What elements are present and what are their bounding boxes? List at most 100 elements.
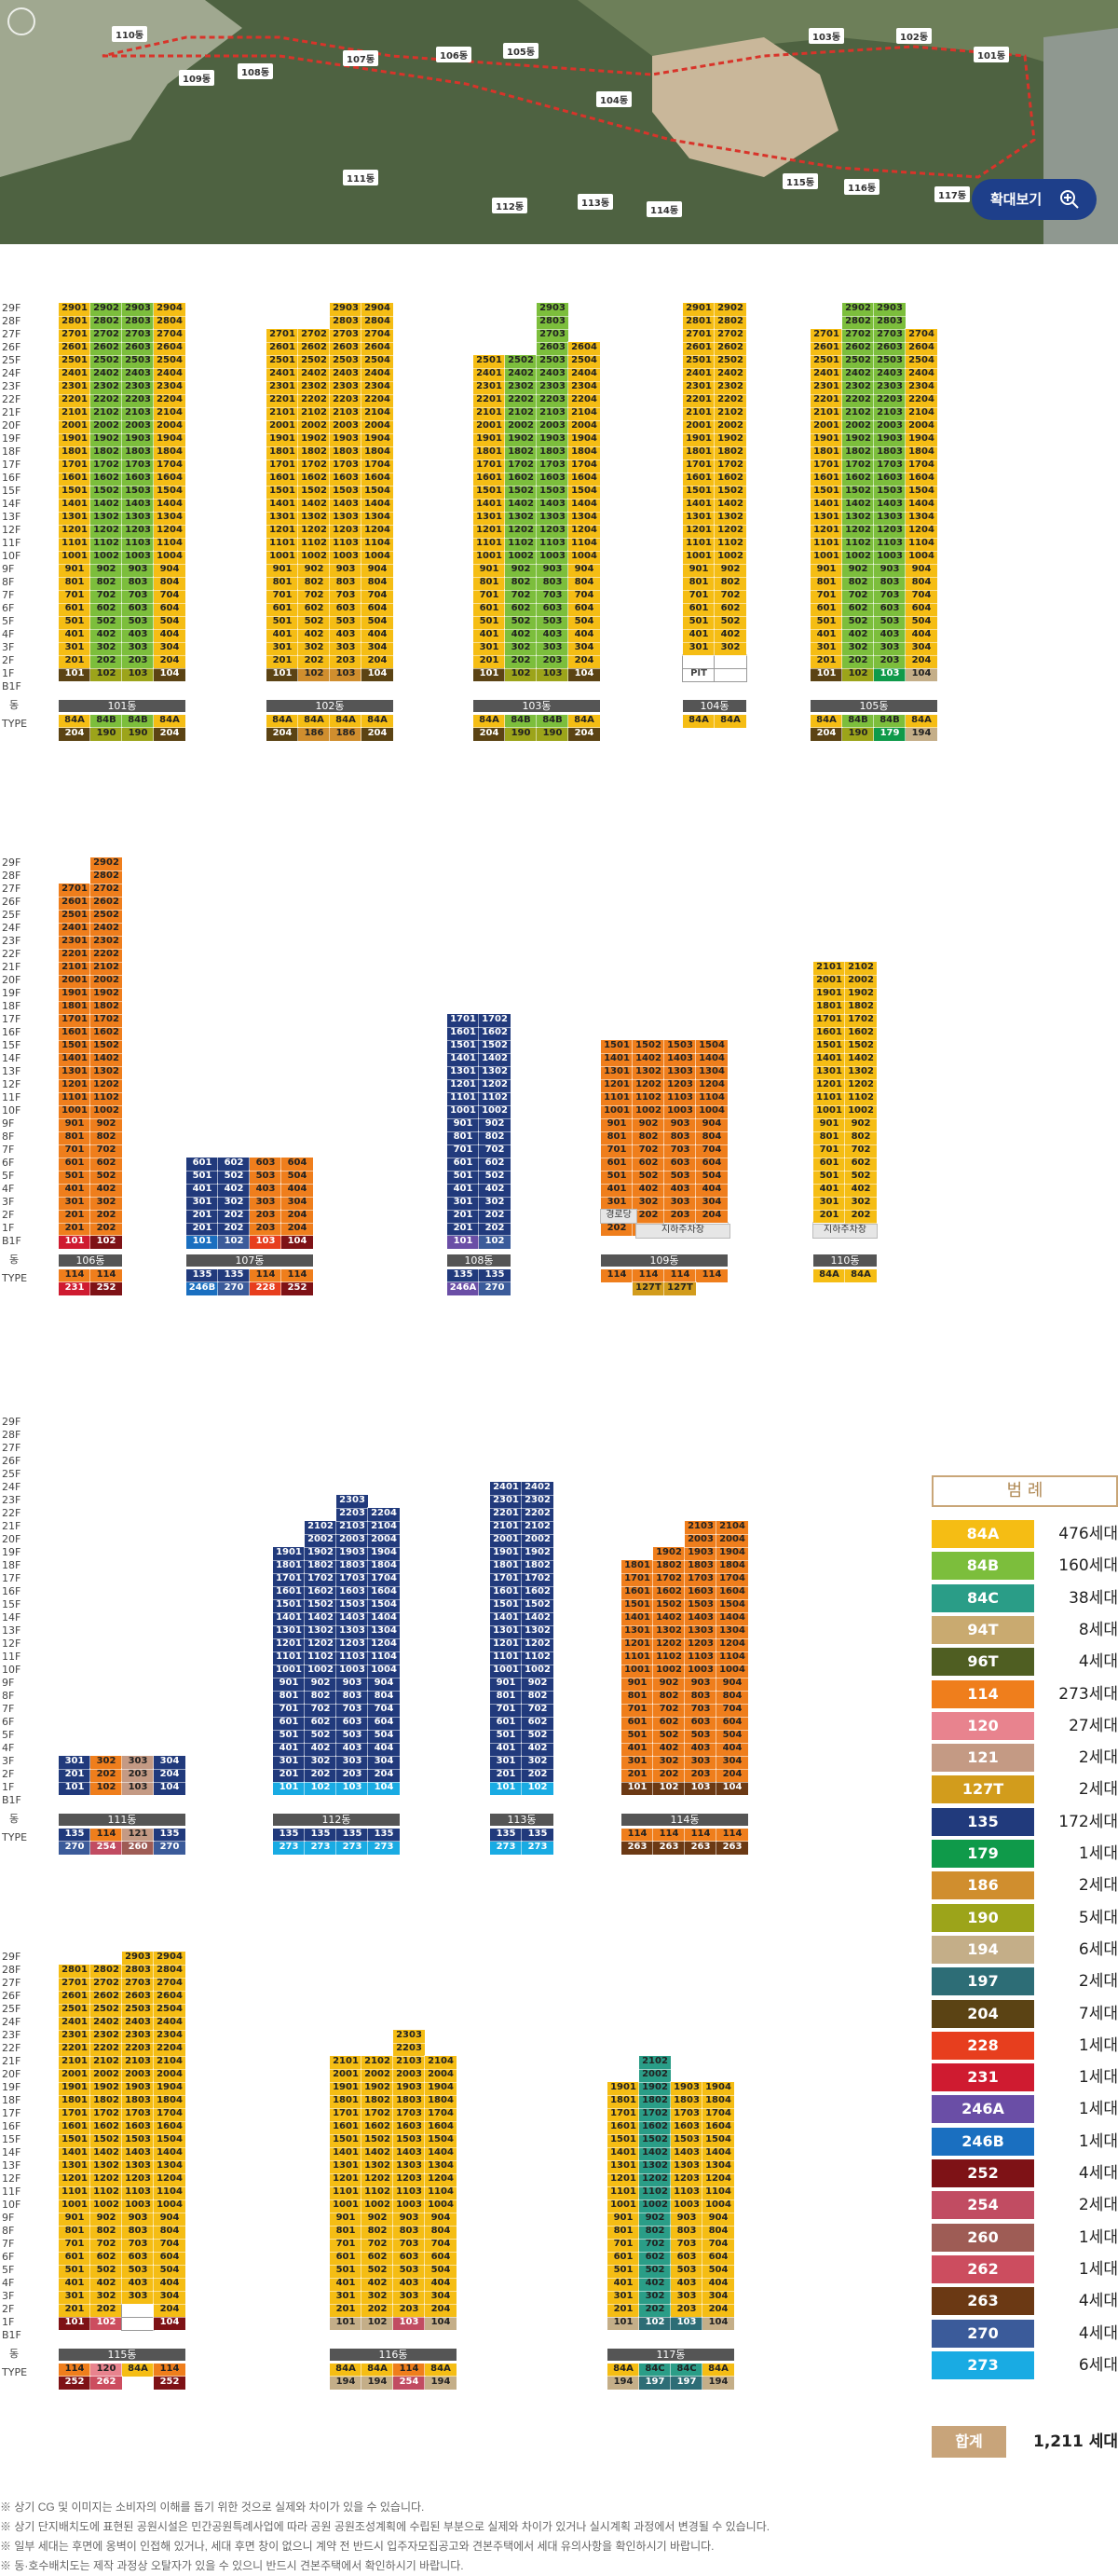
unit-cell[interactable]: 114 xyxy=(153,2363,186,2377)
unit-cell[interactable]: 302 xyxy=(304,1755,337,1770)
unit-cell[interactable]: 1402 xyxy=(89,1052,123,1067)
unit-cell[interactable]: 2102 xyxy=(844,961,878,976)
unit-cell[interactable]: 1102 xyxy=(638,2185,672,2200)
unit-cell[interactable]: 401 xyxy=(58,628,91,643)
unit-cell[interactable]: 1603 xyxy=(121,2120,155,2135)
unit-cell[interactable]: 1003 xyxy=(684,1664,717,1679)
unit-cell[interactable]: 1001 xyxy=(810,550,843,565)
unit-cell[interactable]: 203 xyxy=(536,654,569,669)
unit-cell[interactable]: 804 xyxy=(702,2225,735,2240)
unit-cell[interactable]: 401 xyxy=(58,2277,91,2292)
unit-cell[interactable]: 1101 xyxy=(58,1091,91,1106)
unit-cell[interactable]: 1904 xyxy=(424,2081,457,2096)
unit-cell[interactable]: 702 xyxy=(504,589,538,604)
unit-cell[interactable]: 2003 xyxy=(121,2068,155,2083)
unit-cell[interactable]: 303 xyxy=(873,641,907,656)
unit-cell[interactable]: 301 xyxy=(446,1196,480,1211)
unit-cell[interactable]: 602 xyxy=(844,1157,878,1172)
unit-cell[interactable]: 1301 xyxy=(58,511,91,526)
unit-cell[interactable]: 604 xyxy=(153,2251,186,2266)
unit-cell[interactable]: 1204 xyxy=(424,2172,457,2187)
unit-cell[interactable]: 1303 xyxy=(536,511,569,526)
unit-cell[interactable]: 1902 xyxy=(844,987,878,1002)
unit-cell[interactable]: 2004 xyxy=(153,419,186,434)
unit-cell[interactable]: 1203 xyxy=(121,2172,155,2187)
unit-cell[interactable]: 2003 xyxy=(329,419,362,434)
unit-cell[interactable]: 304 xyxy=(695,1196,729,1211)
unit-cell[interactable]: 1601 xyxy=(607,2120,640,2135)
unit-cell[interactable]: 2001 xyxy=(812,974,846,989)
unit-cell[interactable]: 301 xyxy=(58,2290,91,2305)
unit-cell[interactable]: 1901 xyxy=(58,432,91,447)
unit-cell[interactable]: 701 xyxy=(607,2238,640,2253)
unit-cell[interactable]: 1703 xyxy=(392,2107,426,2122)
unit-cell[interactable]: 801 xyxy=(812,1130,846,1145)
unit-cell[interactable]: 801 xyxy=(266,576,299,591)
unit-cell[interactable]: 202 xyxy=(89,1209,123,1224)
unit-cell[interactable]: 604 xyxy=(153,602,186,617)
unit-cell[interactable]: 2601 xyxy=(810,341,843,356)
unit-cell[interactable]: PIT xyxy=(682,667,716,682)
unit-cell[interactable]: 1503 xyxy=(670,2133,703,2148)
unit-cell[interactable]: 1301 xyxy=(810,511,843,526)
unit-cell[interactable]: 1103 xyxy=(329,537,362,552)
unit-cell[interactable]: 1704 xyxy=(716,1572,749,1587)
unit-cell[interactable]: 102 xyxy=(304,1781,337,1796)
unit-cell[interactable]: 1001 xyxy=(272,1664,306,1679)
unit-cell[interactable]: 2503 xyxy=(873,354,907,369)
unit-cell[interactable]: 201 xyxy=(266,654,299,669)
unit-cell[interactable]: 2101 xyxy=(812,961,846,976)
unit-cell[interactable]: 704 xyxy=(367,1703,401,1718)
unit-cell[interactable]: 2604 xyxy=(153,341,186,356)
unit-cell[interactable]: 135 xyxy=(446,1268,480,1283)
unit-cell[interactable]: 2102 xyxy=(521,1520,554,1535)
unit-cell[interactable]: 702 xyxy=(361,2238,394,2253)
unit-cell[interactable]: 202 xyxy=(652,1768,686,1783)
unit-cell[interactable]: 2301 xyxy=(58,935,91,950)
unit-cell[interactable]: 1204 xyxy=(153,524,186,539)
unit-cell[interactable]: 604 xyxy=(424,2251,457,2266)
unit-cell[interactable]: 1601 xyxy=(58,1026,91,1041)
unit-cell[interactable]: 2101 xyxy=(58,2055,91,2070)
unit-cell[interactable]: 2901 xyxy=(682,302,716,317)
unit-cell[interactable]: 1801 xyxy=(266,445,299,460)
unit-cell[interactable]: 1701 xyxy=(810,459,843,473)
unit-cell[interactable]: 1302 xyxy=(89,511,123,526)
unit-cell[interactable]: 402 xyxy=(841,628,875,643)
unit-cell[interactable]: 2403 xyxy=(536,367,569,382)
unit-cell[interactable]: 402 xyxy=(304,1742,337,1757)
unit-cell[interactable]: 702 xyxy=(844,1144,878,1158)
unit-cell[interactable]: 804 xyxy=(905,576,938,591)
unit-cell[interactable]: 1002 xyxy=(521,1664,554,1679)
unit-cell[interactable]: 2201 xyxy=(58,948,91,963)
unit-cell[interactable]: 2203 xyxy=(121,393,155,408)
unit-cell[interactable]: 303 xyxy=(249,1196,282,1211)
unit-cell[interactable]: 202 xyxy=(89,2303,123,2318)
unit-cell[interactable]: 263 xyxy=(684,1841,717,1856)
unit-cell[interactable]: 1701 xyxy=(446,1013,480,1028)
unit-cell[interactable]: 1202 xyxy=(638,2172,672,2187)
unit-cell[interactable]: 603 xyxy=(329,602,362,617)
unit-cell[interactable]: 1902 xyxy=(361,2081,394,2096)
unit-cell[interactable]: 1204 xyxy=(367,1637,401,1652)
unit-cell[interactable]: 2303 xyxy=(392,2029,426,2044)
unit-cell[interactable]: 1501 xyxy=(620,1598,654,1613)
unit-cell[interactable]: 1602 xyxy=(841,472,875,486)
unit-cell[interactable]: 1303 xyxy=(121,2159,155,2174)
unit-cell[interactable]: 801 xyxy=(489,1690,523,1705)
unit-cell[interactable]: 2401 xyxy=(472,367,506,382)
unit-cell[interactable]: 201 xyxy=(812,1209,846,1224)
unit-cell[interactable]: 804 xyxy=(153,576,186,591)
unit-cell[interactable]: 1101 xyxy=(329,2185,362,2200)
unit-cell[interactable]: 228 xyxy=(249,1281,282,1296)
unit-cell[interactable]: 2002 xyxy=(504,419,538,434)
unit-cell[interactable]: 902 xyxy=(89,2212,123,2227)
unit-cell[interactable]: 2603 xyxy=(873,341,907,356)
unit-cell[interactable]: 2501 xyxy=(810,354,843,369)
unit-cell[interactable]: 1704 xyxy=(424,2107,457,2122)
unit-cell[interactable]: 1903 xyxy=(670,2081,703,2096)
unit-cell[interactable]: 1902 xyxy=(841,432,875,447)
unit-cell[interactable]: 504 xyxy=(153,2264,186,2279)
unit-cell[interactable]: 302 xyxy=(844,1196,878,1211)
unit-cell[interactable]: 1503 xyxy=(121,2133,155,2148)
